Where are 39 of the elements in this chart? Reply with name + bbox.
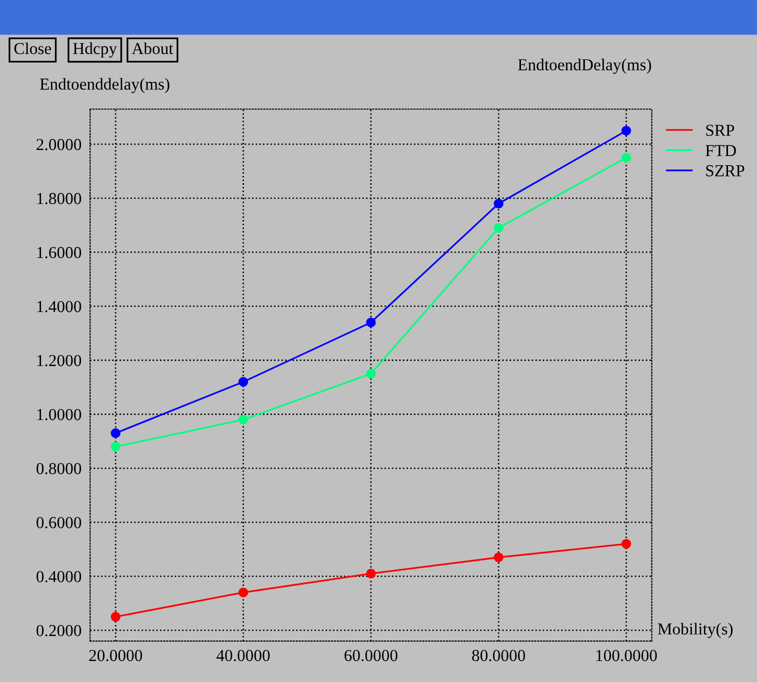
point [110, 612, 120, 622]
point [621, 539, 632, 549]
point [238, 414, 248, 425]
point [494, 223, 504, 233]
y-tick-label: 1.2000 [37, 354, 82, 366]
y-tick-label: 0.4000 [36, 570, 82, 582]
y-tick-label: 0.8000 [36, 462, 82, 474]
y-tick-label: 1.6000 [37, 246, 82, 258]
x-tick-label: 100.0000 [596, 650, 657, 662]
point [366, 368, 376, 379]
x-tick-label: 40.0000 [216, 650, 270, 662]
point [621, 126, 632, 136]
point [366, 318, 376, 328]
y-tick-label: 1.8000 [37, 192, 82, 204]
point [621, 152, 632, 163]
y-tick-label: 0.2000 [36, 624, 82, 636]
point [238, 588, 248, 598]
legend-label: FTD [706, 145, 736, 156]
point [494, 198, 504, 208]
y-tick-label: 1.0000 [37, 408, 82, 420]
text: Close [14, 42, 52, 54]
legend-label: SRP [706, 124, 734, 136]
point [238, 376, 248, 387]
x-tick-label: 80.0000 [472, 650, 526, 662]
point [110, 442, 120, 452]
y-tick-label: 1.4000 [37, 300, 82, 312]
x-tick-label: 20.0000 [89, 650, 142, 662]
x-tick-label: 60.0000 [344, 650, 398, 662]
y-axis-title: Endtoenddelay(ms) [40, 78, 170, 94]
legend-label: SZRP [706, 165, 744, 176]
y-tick-label: 2.0000 [36, 138, 82, 150]
chart-title: EndtoendDelay(ms) [518, 58, 652, 74]
text: About [132, 42, 174, 54]
x-axis-title: Mobility(s) [658, 622, 733, 638]
text: Hdcpy [73, 42, 117, 58]
y-tick-label: 0.6000 [36, 516, 82, 528]
point [494, 552, 504, 562]
point [110, 428, 120, 438]
point [366, 568, 376, 578]
